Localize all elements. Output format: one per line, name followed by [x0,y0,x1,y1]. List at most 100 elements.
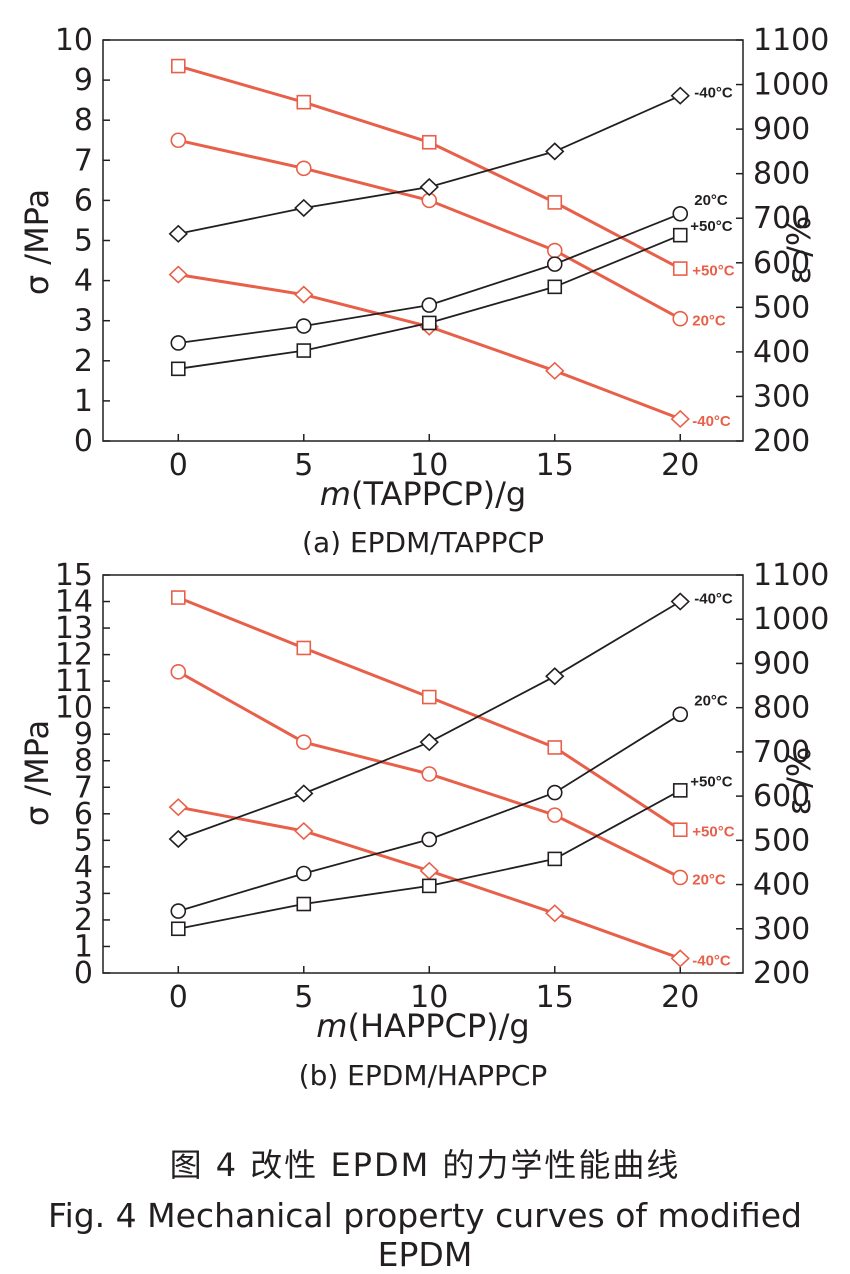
right-y-tick-label: 700 [753,201,810,236]
left-y-tick-label: 14 [55,585,93,620]
x-tick-label: 0 [169,448,188,483]
data-point-square [672,783,688,798]
right-y-tick-label: 600 [753,779,810,814]
left-y-tick-label: 12 [55,638,93,673]
data-point-square [170,58,186,74]
data-point-circle [295,318,312,334]
left-y-tick-label: 9 [74,717,93,752]
data-point-circle [295,160,312,177]
left-y-axis-title: σ /MPa [18,189,56,295]
right-y-tick-label: 1100 [753,558,829,593]
series-strain-diamond: -40°C [168,85,733,243]
data-point-circle [170,132,187,149]
data-point-circle [672,310,689,327]
data-point-diamond [670,86,690,105]
right-y-tick-label: 800 [753,157,810,192]
plot-frame [102,39,744,442]
series-end-label: 20°C [694,192,728,209]
data-point-circle [546,242,563,259]
data-point-circle [295,734,312,750]
data-point-square [547,195,563,210]
left-y-tick-label: 4 [74,264,93,299]
series-stress-diamond: -40°C [168,265,731,430]
left-y-tick-label: 13 [55,611,93,646]
left-y-tick-label: 3 [74,304,93,339]
series-end-label: -40°C [694,85,733,102]
left-y-tick-label: 7 [74,143,93,178]
left-y-tick-label: 6 [74,797,93,832]
data-point-circle [170,664,187,680]
series-end-label: +50°C [690,218,732,235]
series-end-label: 20°C [692,313,726,330]
data-point-square [170,590,186,605]
left-y-tick-label: 2 [74,903,93,938]
data-point-diamond [670,409,690,429]
data-point-square [421,689,437,705]
series-stress-diamond: -40°C [168,798,731,969]
figure-caption-english: Fig. 4 Mechanical property curves of mod… [47,1196,802,1274]
data-point-diamond [168,829,188,849]
right-y-tick-label: 200 [753,424,810,459]
data-point-circle [170,903,187,919]
x-tick-label: 10 [410,448,448,483]
data-point-diamond [670,949,690,968]
panel-subcaption: (b) EPDM/HAPPCP [299,1059,548,1092]
right-y-tick-label: 400 [753,868,810,903]
data-point-diamond [294,821,314,841]
right-y-tick-label: 300 [753,912,810,947]
x-tick-label: 15 [536,980,574,1015]
data-point-square [672,822,688,838]
data-point-circle [672,205,689,222]
series-stress-square: +50°C [170,590,735,841]
series-strain-square: +50°C [170,218,733,377]
right-y-tick-label: 800 [753,691,810,726]
figure-caption-chinese: 图 4 改性 EPDM 的力学性能曲线 [169,1146,681,1184]
series-stress-circle: 20°C [170,664,726,888]
left-y-tick-label: 8 [74,103,93,138]
data-point-square [296,640,312,656]
left-y-tick-label: 8 [74,744,93,779]
data-point-diamond [294,198,314,218]
x-tick-label: 10 [410,980,448,1015]
left-y-tick-label: 4 [74,850,93,885]
data-point-diamond [545,361,565,380]
data-point-square [421,134,437,150]
data-point-circle [421,766,438,782]
x-tick-label: 0 [169,980,188,1015]
data-point-diamond [168,224,188,243]
left-y-tick-label: 7 [74,770,93,805]
left-y-tick-label: 15 [55,558,93,593]
right-y-tick-label: 600 [753,246,810,281]
right-y-tick-label: 200 [753,956,810,991]
series-line [177,600,681,840]
left-y-axis-title: σ /MPa [18,720,56,826]
series-end-label: -40°C [692,952,731,969]
right-y-tick-label: 1000 [753,68,829,103]
data-point-square [547,740,563,755]
data-point-diamond [419,177,439,197]
left-y-tick-label: 3 [74,876,93,911]
right-y-axis-title: ε /% [780,747,818,816]
series-end-label: 20°C [692,871,726,888]
series-line [177,64,681,270]
data-point-circle [546,807,563,823]
series-end-label: -40°C [694,591,733,608]
data-point-diamond [419,861,439,880]
left-y-tick-label: 5 [74,224,93,259]
left-y-tick-label: 0 [74,424,93,459]
x-tick-label: 5 [294,980,313,1015]
left-y-tick-label: 2 [74,344,93,379]
data-point-square [170,921,186,937]
series-end-label: -40°C [692,413,731,430]
chart-panel-a: 0 5 10 15 2001234567891020030040050060070080… [18,23,829,555]
series-end-label: +50°C [690,773,732,790]
data-point-circle [170,335,187,351]
right-y-tick-label: 500 [753,823,810,858]
left-y-tick-label: 1 [74,929,93,964]
right-y-axis-title: ε /% [780,216,818,285]
x-axis-title: m(TAPPCP)/g [320,475,526,513]
right-y-tick-label: 300 [753,379,810,414]
right-y-tick-label: 1100 [753,23,829,58]
right-y-tick-label: 700 [753,735,810,770]
series-stress-square: +50°C [170,58,735,280]
